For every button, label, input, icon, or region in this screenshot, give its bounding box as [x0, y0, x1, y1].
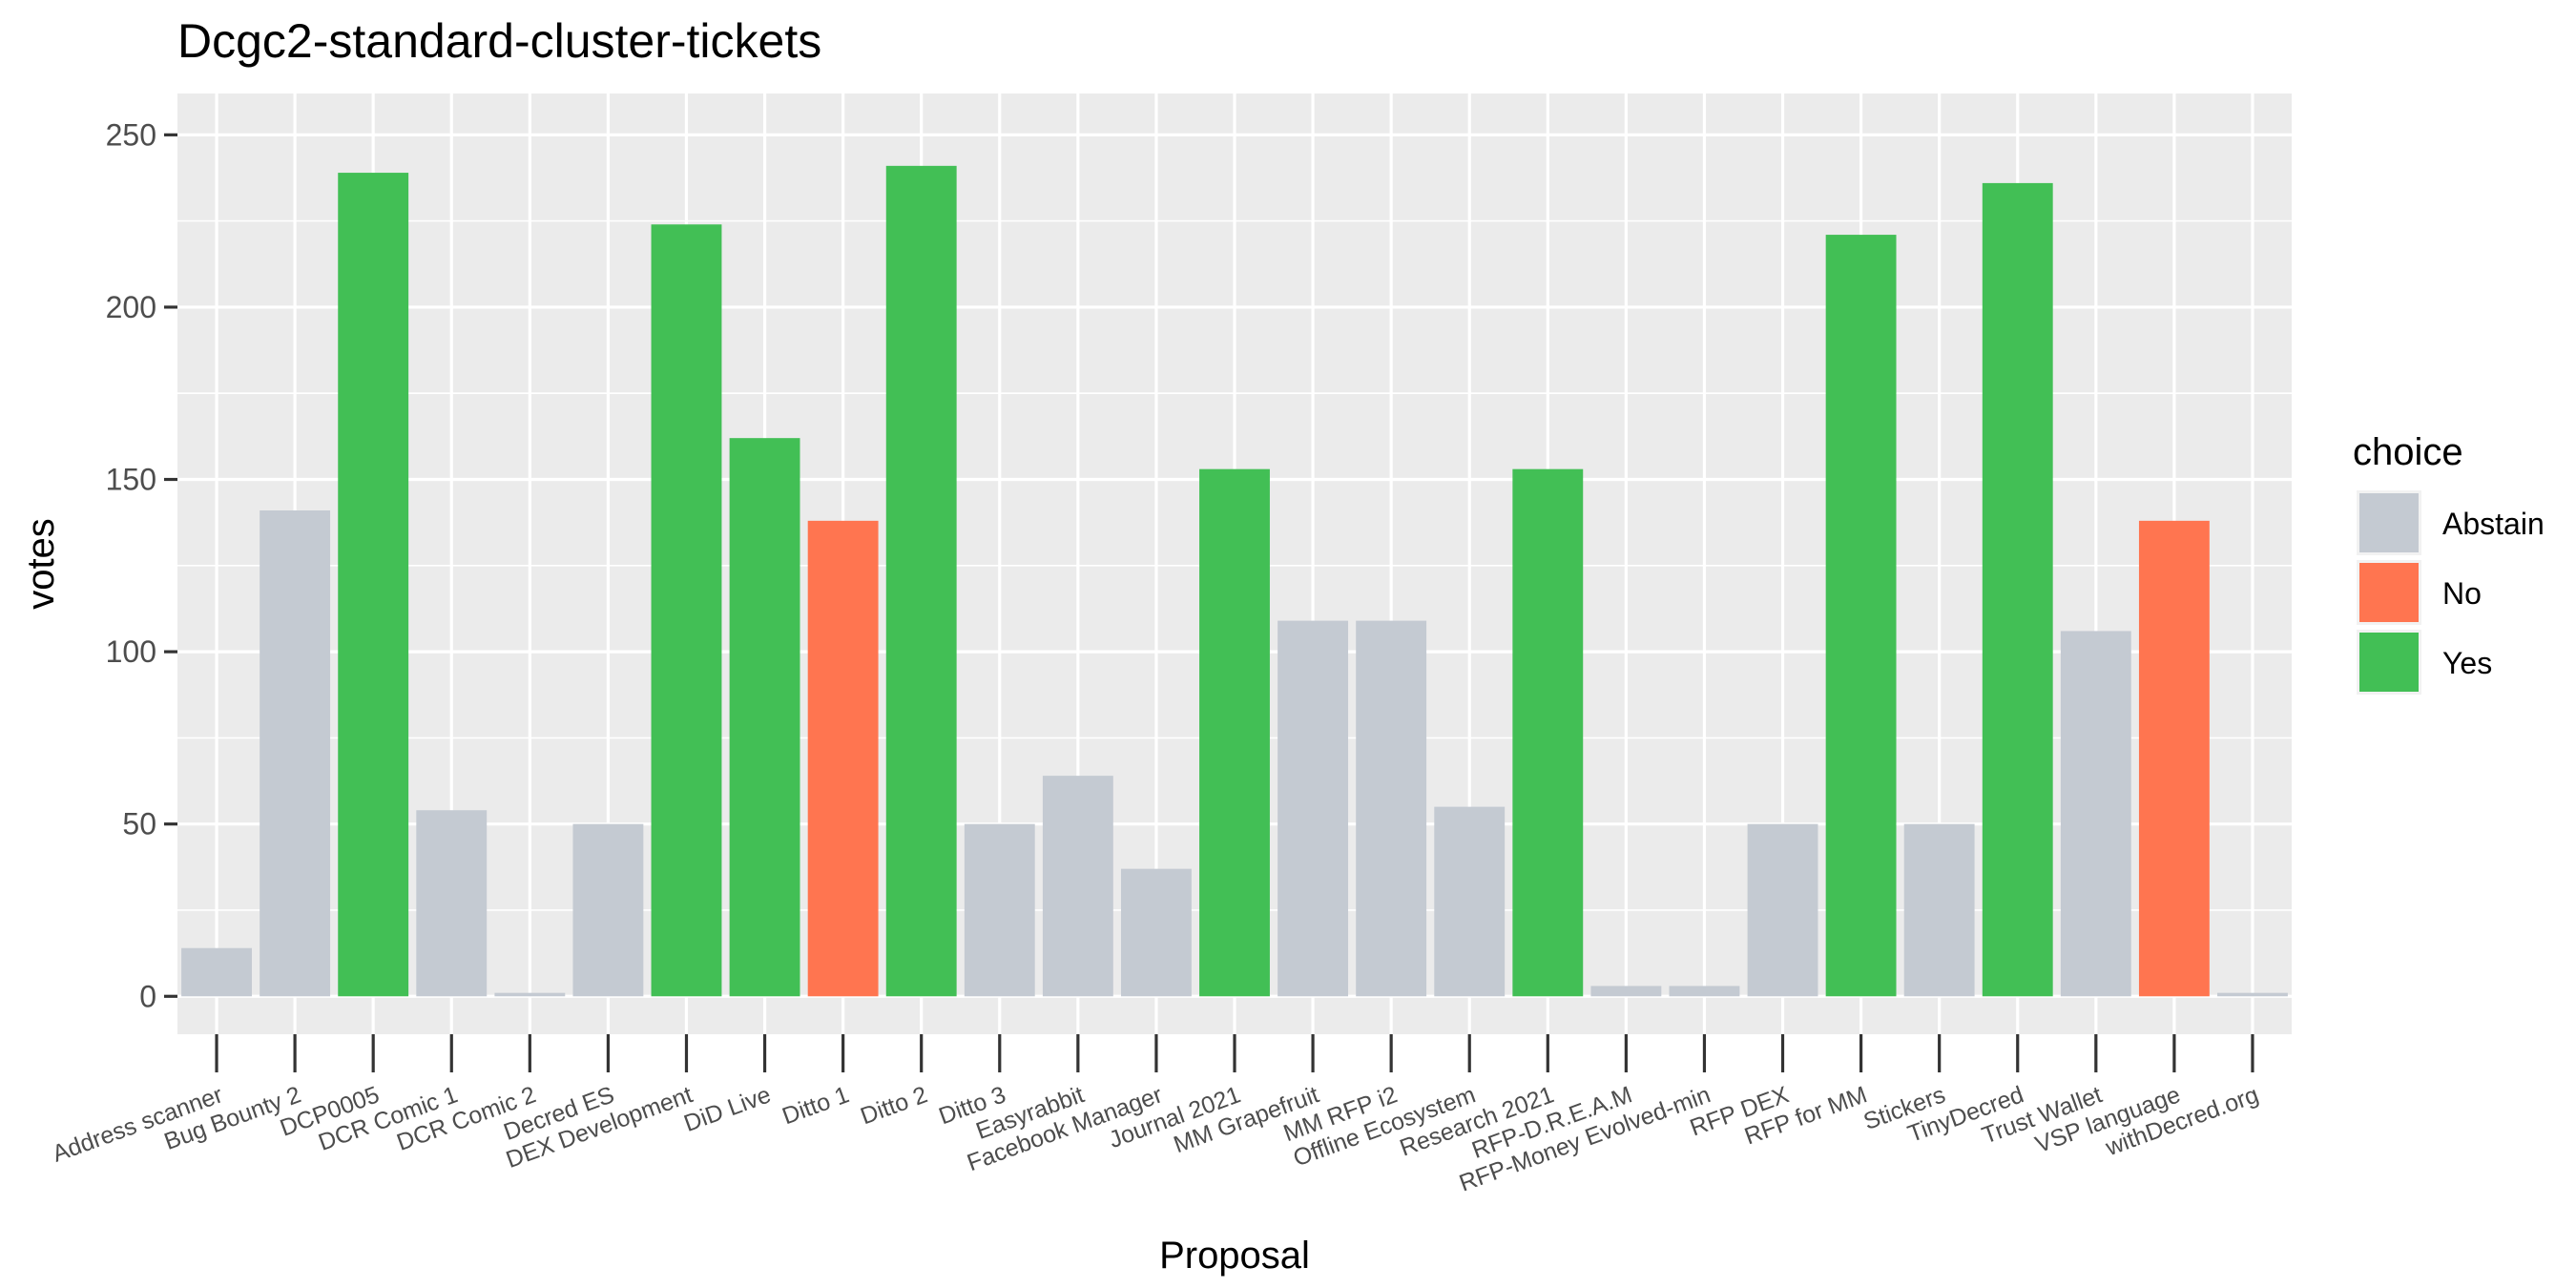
bar: [1590, 986, 1662, 997]
bar: [338, 173, 409, 997]
bar: [416, 810, 488, 997]
bar: [1434, 806, 1506, 997]
bar: [1512, 468, 1584, 997]
bar: [2217, 992, 2288, 997]
y-tick-label: 200: [106, 290, 156, 324]
bar: [572, 823, 644, 997]
bar: [1903, 823, 1975, 997]
bars: [181, 165, 2288, 997]
legend-label: Yes: [2442, 646, 2492, 680]
bar: [2060, 631, 2131, 997]
legend-title: choice: [2353, 431, 2463, 473]
bar: [885, 165, 957, 997]
y-tick-label: 100: [106, 634, 156, 669]
bar: [1042, 776, 1113, 997]
bar: [1825, 235, 1897, 997]
y-tick-label: 150: [106, 463, 156, 497]
bar: [181, 947, 252, 997]
x-tick-label: DiD Live: [680, 1081, 774, 1137]
bar: [964, 823, 1035, 997]
bar: [2138, 520, 2210, 997]
bar: [729, 438, 800, 997]
chart-title: Dcgc2-standard-cluster-tickets: [177, 14, 821, 68]
bar: [494, 992, 566, 997]
legend: choice Abstain No Yes: [2353, 431, 2545, 695]
y-axis-title: votes: [20, 518, 62, 610]
y-tick-label: 0: [139, 979, 156, 1013]
bar: [1356, 620, 1427, 997]
bar: [1278, 620, 1349, 997]
y-tick-label: 50: [122, 807, 156, 841]
bar: [260, 510, 331, 997]
legend-label: No: [2442, 576, 2482, 611]
bar: [1669, 986, 1740, 997]
legend-swatch: [2359, 633, 2419, 692]
y-axis: 0 50 100 150 200 250: [106, 117, 177, 1013]
x-axis-title: Proposal: [1159, 1235, 1310, 1277]
legend-swatch: [2359, 493, 2419, 552]
bar: [651, 224, 722, 997]
legend-swatch: [2359, 563, 2419, 622]
bar: [807, 520, 879, 997]
legend-label: Abstain: [2442, 507, 2545, 541]
bar: [1120, 868, 1192, 997]
bar: [1199, 468, 1270, 997]
x-tick-label: Ditto 1: [779, 1081, 852, 1130]
y-tick-label: 250: [106, 117, 156, 152]
x-tick-label: Ditto 2: [857, 1081, 930, 1130]
bar: [1747, 823, 1818, 997]
bar: [1982, 182, 2053, 997]
